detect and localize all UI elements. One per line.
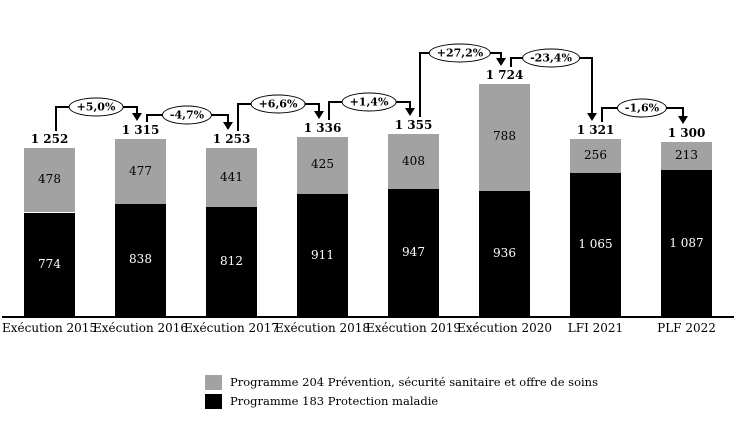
segment-value-p204-3: 425 bbox=[311, 157, 334, 172]
bar-segment-p183-7 bbox=[661, 170, 712, 317]
legend-swatch-programme-183 bbox=[205, 394, 222, 409]
segment-value-p183-3: 911 bbox=[311, 247, 334, 262]
legend-swatch-programme-204 bbox=[205, 375, 222, 390]
bar-segment-p204-2 bbox=[206, 147, 257, 208]
bar-segment-p183-0 bbox=[24, 212, 75, 317]
down-arrow-icon-1 bbox=[222, 121, 233, 130]
legend-item-programme-183: Programme 183 Protection maladie bbox=[205, 394, 438, 409]
category-label-6: LFI 2021 bbox=[567, 321, 624, 335]
annotation-riser-6 bbox=[600, 107, 603, 122]
annotation-arrow-shaft-2 bbox=[317, 103, 320, 112]
legend-label-programme-204: Programme 204 Prévention, sécurité sanit… bbox=[230, 375, 598, 389]
total-label-0: 1 252 bbox=[30, 131, 69, 146]
category-label-3: Exécution 2018 bbox=[274, 321, 371, 335]
annotation-pct-oval-1: -4,7% bbox=[161, 105, 213, 125]
annotation-arrow-shaft-1 bbox=[226, 114, 229, 123]
annotation-riser-4 bbox=[418, 52, 421, 118]
annotation-pct-oval-2: +6,6% bbox=[250, 94, 306, 114]
segment-value-p204-7: 213 bbox=[675, 147, 698, 162]
annotation-pct-oval-4: +27,2% bbox=[428, 43, 492, 63]
bar-segment-p204-5 bbox=[479, 84, 530, 191]
annotation-pct-oval-6: -1,6% bbox=[616, 98, 668, 118]
segment-value-p183-5: 936 bbox=[493, 245, 516, 260]
bar-segment-p183-4 bbox=[388, 189, 439, 317]
total-label-1: 1 315 bbox=[121, 123, 160, 138]
segment-value-p183-7: 1 087 bbox=[669, 235, 704, 250]
segment-value-p204-1: 477 bbox=[129, 163, 152, 178]
annotation-pct-oval-3: +1,4% bbox=[341, 92, 397, 112]
segment-value-p204-6: 256 bbox=[584, 147, 607, 162]
segment-value-p204-5: 788 bbox=[493, 129, 516, 144]
down-arrow-icon-4 bbox=[495, 58, 506, 67]
annotation-pct-oval-0: +5,0% bbox=[68, 97, 124, 117]
bar-segment-p204-4 bbox=[388, 134, 439, 190]
segment-value-p183-1: 838 bbox=[129, 252, 152, 267]
bar-segment-p204-3 bbox=[297, 136, 348, 194]
legend-item-programme-204: Programme 204 Prévention, sécurité sanit… bbox=[205, 375, 598, 390]
annotation-arrow-shaft-6 bbox=[681, 107, 684, 117]
category-label-2: Exécution 2017 bbox=[183, 321, 280, 335]
annotation-riser-0 bbox=[54, 106, 57, 131]
annotation-arrow-shaft-4 bbox=[499, 52, 502, 60]
annotation-pct-oval-5: -23,4% bbox=[522, 48, 580, 68]
total-label-6: 1 321 bbox=[576, 122, 615, 137]
segment-value-p204-4: 408 bbox=[402, 153, 425, 168]
x-axis-line bbox=[2, 316, 734, 318]
category-label-1: Exécution 2016 bbox=[92, 321, 189, 335]
legend-label-programme-183: Programme 183 Protection maladie bbox=[230, 394, 439, 408]
down-arrow-icon-6 bbox=[677, 115, 688, 124]
down-arrow-icon-5 bbox=[586, 112, 597, 121]
annotation-arrow-shaft-0 bbox=[135, 106, 138, 115]
segment-value-p183-4: 947 bbox=[402, 245, 425, 260]
down-arrow-icon-3 bbox=[404, 108, 415, 117]
segment-value-p204-2: 441 bbox=[220, 169, 243, 184]
segment-value-p183-0: 774 bbox=[38, 256, 61, 271]
total-label-7: 1 300 bbox=[667, 125, 706, 140]
total-label-5: 1 724 bbox=[485, 68, 524, 83]
annotation-riser-1 bbox=[145, 114, 148, 123]
bar-segment-p183-6 bbox=[570, 173, 621, 317]
segment-value-p183-6: 1 065 bbox=[578, 237, 613, 252]
bar-segment-p204-0 bbox=[24, 147, 75, 213]
total-label-3: 1 336 bbox=[303, 120, 342, 135]
segment-value-p183-2: 812 bbox=[220, 254, 243, 269]
annotation-riser-5 bbox=[509, 57, 512, 68]
bar-segment-p204-7 bbox=[661, 141, 712, 171]
bar-segment-p183-5 bbox=[479, 190, 530, 317]
annotation-riser-3 bbox=[327, 101, 330, 120]
category-label-0: Exécution 2015 bbox=[1, 321, 98, 335]
category-label-4: Exécution 2019 bbox=[365, 321, 462, 335]
annotation-arrow-shaft-5 bbox=[590, 57, 593, 114]
category-label-5: Exécution 2020 bbox=[456, 321, 553, 335]
bar-segment-p183-2 bbox=[206, 207, 257, 317]
bar-segment-p204-1 bbox=[115, 139, 166, 204]
total-label-2: 1 253 bbox=[212, 131, 251, 146]
bar-segment-p183-3 bbox=[297, 194, 348, 317]
annotation-riser-2 bbox=[236, 103, 239, 131]
down-arrow-icon-0 bbox=[131, 113, 142, 122]
segment-value-p204-0: 478 bbox=[38, 172, 61, 187]
bar-segment-p204-6 bbox=[570, 138, 621, 174]
down-arrow-icon-2 bbox=[313, 110, 324, 119]
annotation-arrow-shaft-3 bbox=[408, 101, 411, 110]
bar-segment-p183-1 bbox=[115, 203, 166, 317]
total-label-4: 1 355 bbox=[394, 118, 433, 133]
category-label-7: PLF 2022 bbox=[657, 321, 716, 335]
